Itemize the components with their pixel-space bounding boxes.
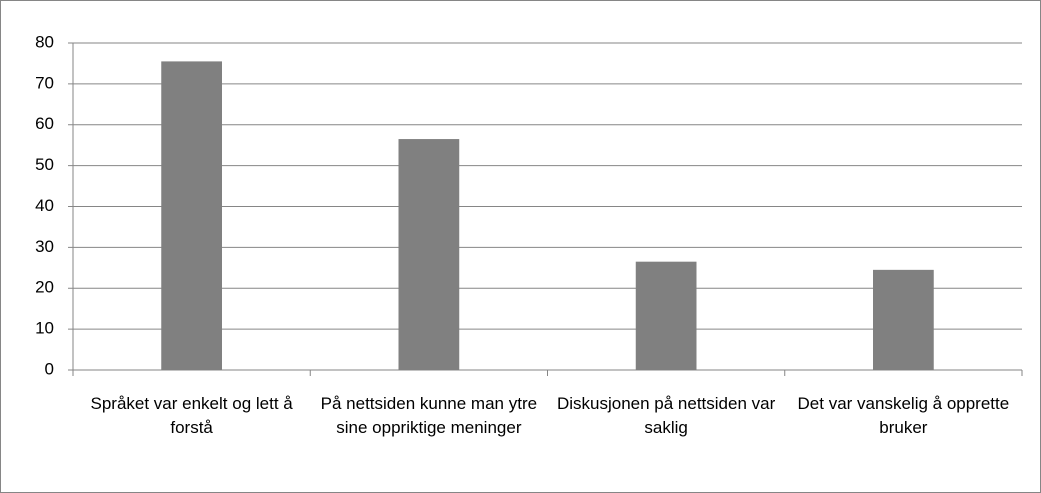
x-tick-label: På nettsiden kunne man ytre sine opprikt… (320, 394, 538, 437)
x-tick-label: Diskusjonen på nettsiden var saklig (556, 394, 776, 437)
y-tick-label: 10 (35, 319, 54, 338)
y-tick-label: 70 (35, 73, 54, 92)
bar (161, 61, 222, 371)
bar (873, 269, 934, 370)
y-tick-label: 60 (35, 114, 54, 133)
y-tick-label: 30 (35, 237, 54, 256)
y-tick-label: 20 (35, 278, 54, 297)
x-tick-label: Det var vanskelig å opprette bruker (797, 394, 1010, 437)
bar (398, 139, 460, 370)
y-tick-label: 0 (45, 359, 54, 378)
y-tick-label: 50 (35, 155, 54, 174)
y-tick-label: 40 (35, 196, 54, 215)
y-tick-label: 80 (35, 32, 54, 51)
bar (635, 261, 697, 370)
x-tick-label: Språket var enkelt og lett å forstå (90, 394, 293, 437)
